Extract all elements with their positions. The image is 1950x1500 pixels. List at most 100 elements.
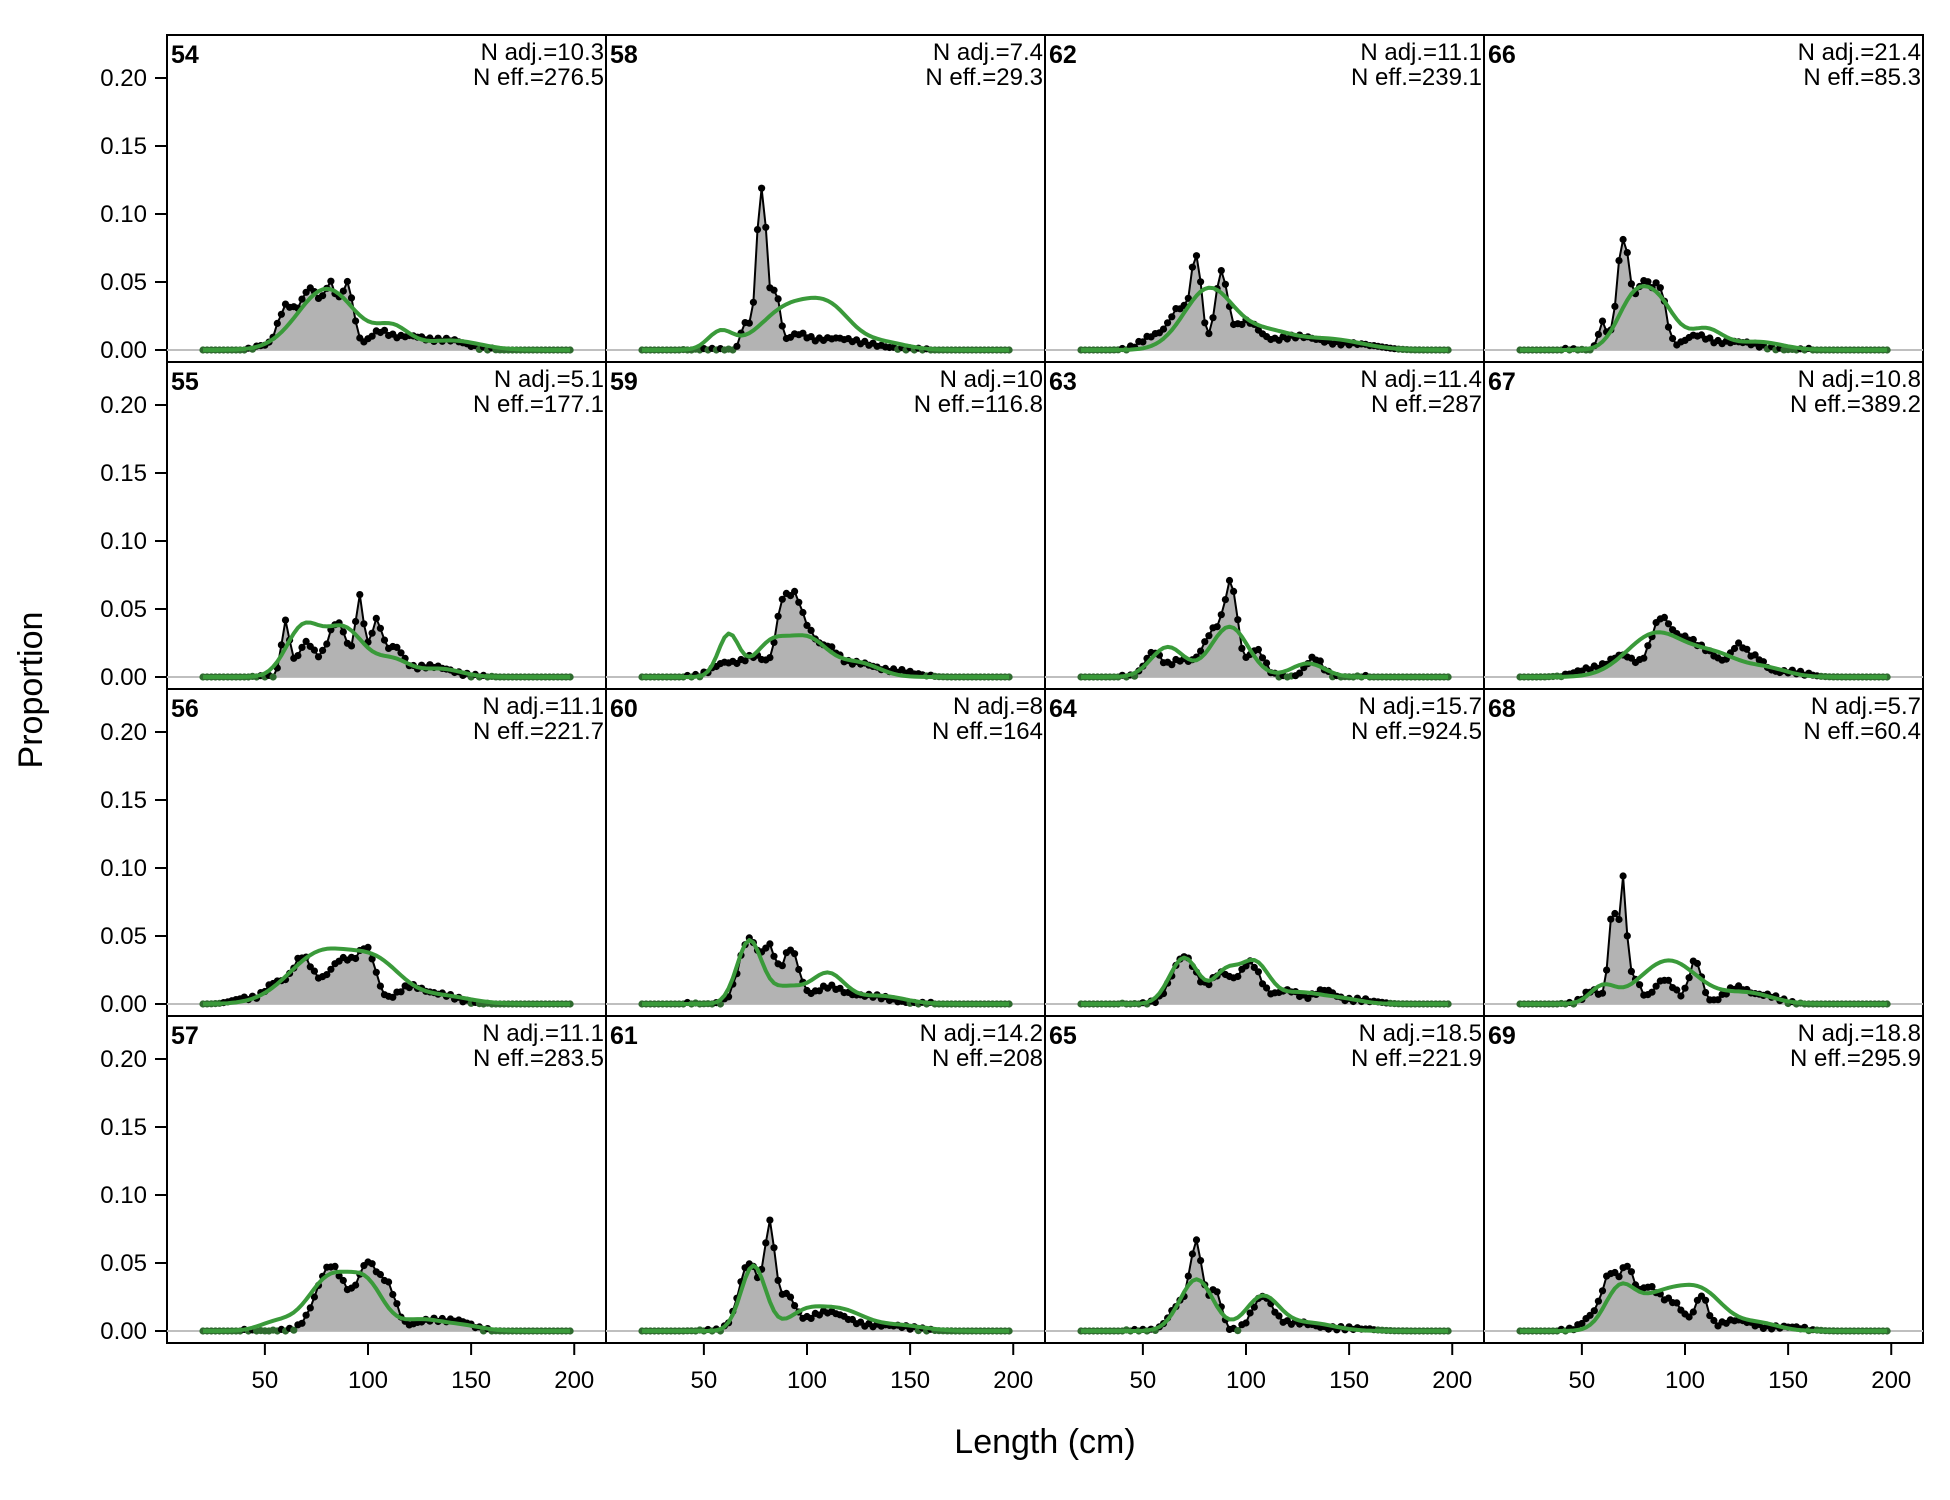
observed-point (397, 988, 405, 996)
panel-year-label: 65 (1049, 1022, 1077, 1050)
observed-point (298, 1319, 306, 1327)
observed-point (766, 654, 774, 662)
panel-year-label: 61 (610, 1022, 638, 1050)
x-tick-label: 150 (451, 1367, 491, 1394)
panel-year-label: 58 (610, 41, 638, 69)
observed-point (319, 292, 327, 300)
expected-line (203, 620, 571, 679)
observed-point (323, 971, 331, 979)
observed-point (364, 943, 372, 952)
panel-57: 57 N adj.=11.1N eff.=283.5 0.00 0.05 0.10 0.1… (100, 1015, 607, 1394)
observed-point (323, 640, 331, 648)
observed-area (203, 947, 571, 1004)
x-tick-label: 200 (554, 1367, 594, 1394)
n-adj-label: N adj.=10 (940, 366, 1043, 393)
expected-line (1081, 285, 1449, 352)
observed-point (1594, 1297, 1602, 1305)
x-tick-label: 150 (1768, 1367, 1808, 1394)
y-tick-label: 0.10 (100, 855, 147, 882)
observed-point (1192, 1236, 1201, 1244)
observed-point (1139, 338, 1147, 346)
n-adj-label: N adj.=7.4 (933, 39, 1043, 66)
n-adj-label: N adj.=18.8 (1798, 1020, 1921, 1047)
observed-point (1238, 320, 1246, 329)
observed-point (1254, 968, 1262, 976)
observed-point (327, 965, 335, 973)
x-tick-label: 200 (993, 1367, 1033, 1394)
observed-point (335, 1272, 343, 1280)
observed-point (1652, 982, 1660, 990)
n-adj-label: N adj.=11.1 (482, 693, 604, 720)
panel-border (1483, 1015, 1924, 1344)
observed-point (1197, 278, 1205, 286)
observed-point (799, 329, 807, 337)
y-tick-label: 0.05 (100, 923, 147, 950)
panel-year-label: 60 (610, 695, 638, 723)
panel-year-label: 66 (1488, 41, 1516, 69)
panel-60: 60 N adj.=8N eff.=164 (605, 688, 1046, 1017)
y-tick-label: 0.15 (100, 1114, 147, 1141)
n-adj-label: N adj.=5.1 (494, 366, 604, 393)
observed-point (368, 629, 376, 637)
panel-year-label: 62 (1049, 41, 1077, 69)
observed-point (807, 1314, 815, 1322)
x-tick-label: 150 (1329, 1367, 1369, 1394)
n-eff-label: N eff.=29.3 (925, 64, 1043, 91)
panel-year-label: 56 (171, 695, 199, 723)
y-tick-label: 0.05 (100, 1250, 147, 1277)
observed-point (310, 1293, 318, 1301)
panel-year-label: 55 (171, 368, 199, 396)
observed-point (774, 1276, 782, 1284)
observed-point (1669, 334, 1677, 343)
y-tick-label: 0.20 (100, 65, 147, 92)
observed-point (372, 968, 380, 976)
observed-area (1081, 956, 1449, 1004)
observed-point (352, 617, 360, 626)
x-tick-label: 50 (1130, 1367, 1157, 1394)
n-adj-label: N adj.=10.8 (1798, 366, 1921, 393)
observed-point (1743, 645, 1751, 653)
observed-point (290, 1326, 298, 1334)
observed-point (1611, 302, 1619, 310)
observed-point (298, 295, 306, 303)
observed-point (1677, 992, 1685, 1000)
observed-point (393, 643, 401, 652)
observed-point (1714, 996, 1722, 1004)
observed-point (828, 643, 836, 651)
x-axis-title: Length (cm) (954, 1423, 1135, 1461)
observed-point (791, 587, 799, 596)
observed-point (1656, 284, 1664, 292)
observed-point (347, 642, 356, 650)
observed-area (1520, 876, 1888, 1004)
observed-point (1201, 638, 1209, 646)
y-tick-label: 0.00 (100, 664, 147, 691)
observed-point (1623, 249, 1631, 257)
observed-point (1640, 654, 1648, 662)
y-tick-label: 0.10 (100, 1182, 147, 1209)
expected-line (642, 295, 1010, 352)
n-eff-label: N eff.=276.5 (473, 64, 604, 91)
observed-point (1652, 279, 1660, 287)
n-adj-label: N adj.=5.7 (1811, 693, 1921, 720)
observed-point (786, 1293, 795, 1301)
n-adj-label: N adj.=11.4 (1360, 366, 1482, 393)
x-tick-label: 50 (1569, 1367, 1596, 1394)
panel-67: 67 N adj.=10.8N eff.=389.2 (1483, 361, 1924, 690)
n-eff-label: N eff.=924.5 (1351, 718, 1482, 745)
panel-66: 66 N adj.=21.4N eff.=85.3 (1483, 34, 1924, 363)
observed-point (1184, 294, 1192, 302)
observed-point (376, 982, 384, 990)
n-adj-label: N adj.=11.1 (1360, 39, 1482, 66)
observed-point (762, 223, 770, 231)
observed-point (758, 184, 766, 192)
observed-point (302, 637, 310, 646)
observed-point (277, 641, 285, 649)
y-tick-label: 0.10 (100, 201, 147, 228)
observed-point (1234, 616, 1242, 624)
observed-point (273, 319, 281, 327)
x-tick-label: 100 (348, 1367, 388, 1394)
observed-point (753, 226, 762, 234)
y-tick-label: 0.00 (100, 1318, 147, 1345)
observed-point (352, 317, 360, 325)
observed-area (203, 281, 571, 350)
